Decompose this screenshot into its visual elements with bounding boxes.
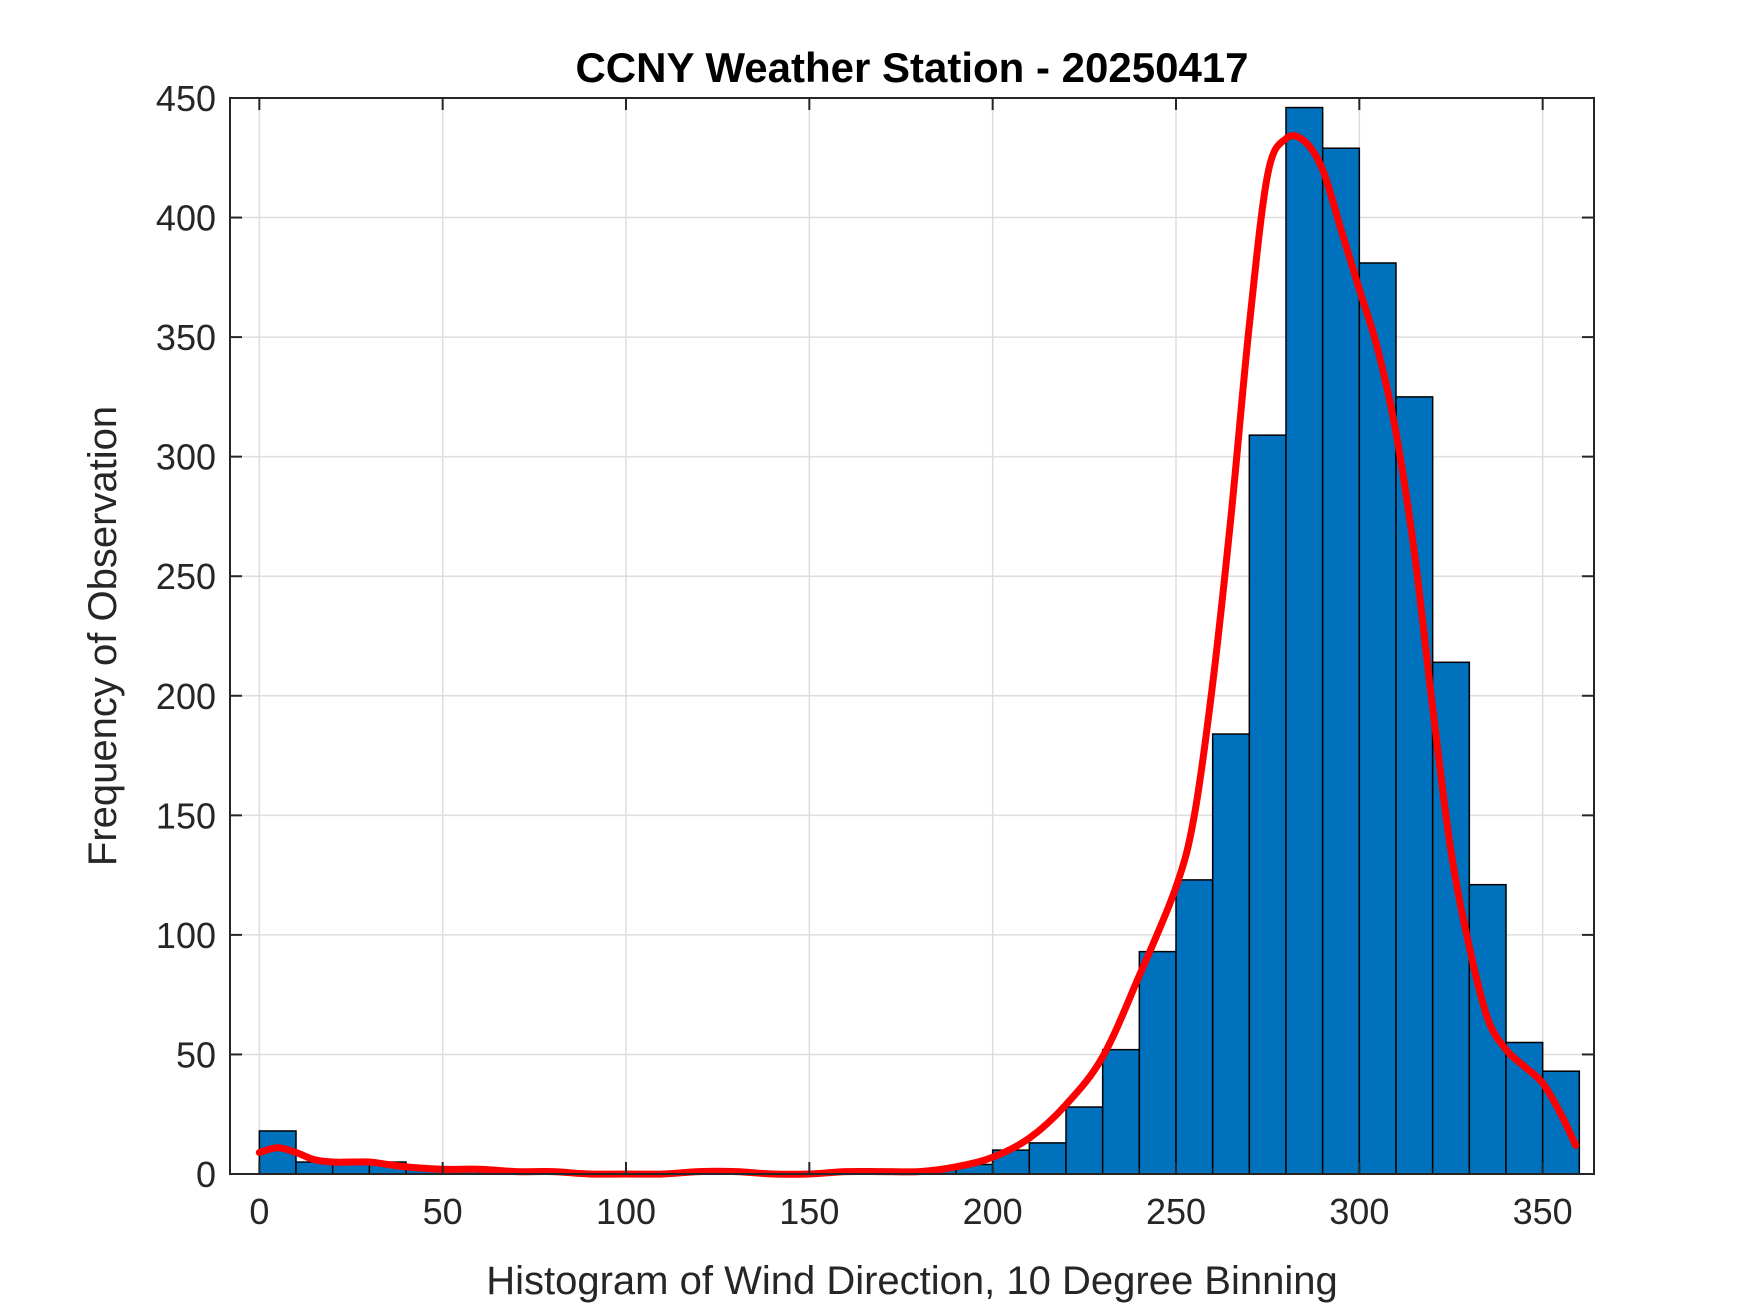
x-tick-label: 350 [1513, 1191, 1573, 1232]
x-tick-label: 50 [423, 1191, 463, 1232]
histogram-bar [1028, 1142, 1067, 1175]
x-axis-label: Histogram of Wind Direction, 10 Degree B… [486, 1259, 1338, 1303]
y-tick-label: 50 [176, 1034, 216, 1075]
y-tick-label: 250 [156, 556, 216, 597]
y-tick-label: 100 [156, 915, 216, 956]
histogram-bar [1138, 950, 1177, 1175]
x-tick-label: 250 [1146, 1191, 1206, 1232]
plot-box [229, 97, 1595, 1175]
histogram-bar [1285, 106, 1324, 1175]
y-axis-label: Frequency of Observation [81, 406, 125, 866]
histogram-bar [1248, 434, 1287, 1175]
histogram-bar [1175, 879, 1214, 1175]
chart-title: CCNY Weather Station - 20250417 [575, 44, 1248, 91]
x-tick-label: 100 [596, 1191, 656, 1232]
x-tick-label: 150 [779, 1191, 839, 1232]
axes: 0 50 100 150 200 250 300 350 0 50 100 150 200 250 300 3… [156, 78, 1595, 1232]
y-tick-label: 0 [196, 1154, 216, 1195]
y-tick-label: 450 [156, 78, 216, 119]
density-curve [255, 132, 1580, 1178]
histogram-bar [1101, 1048, 1141, 1175]
x-tick-label: 200 [963, 1191, 1023, 1232]
histogram-bar [1211, 733, 1251, 1175]
x-tick-label: 300 [1329, 1191, 1389, 1232]
y-tick-label: 350 [156, 317, 216, 358]
y-tick-label: 400 [156, 198, 216, 239]
histogram-bars [258, 106, 1581, 1175]
histogram-bar [1321, 147, 1361, 1175]
histogram-bar [1065, 1106, 1104, 1175]
y-tick-label: 200 [156, 676, 216, 717]
x-tick-label: 0 [249, 1191, 269, 1232]
y-tick-label: 150 [156, 795, 216, 836]
density-fit-line [255, 132, 1580, 1178]
y-tick-label: 300 [156, 437, 216, 478]
histogram-bar [1468, 883, 1507, 1175]
histogram-bar [1395, 396, 1434, 1175]
